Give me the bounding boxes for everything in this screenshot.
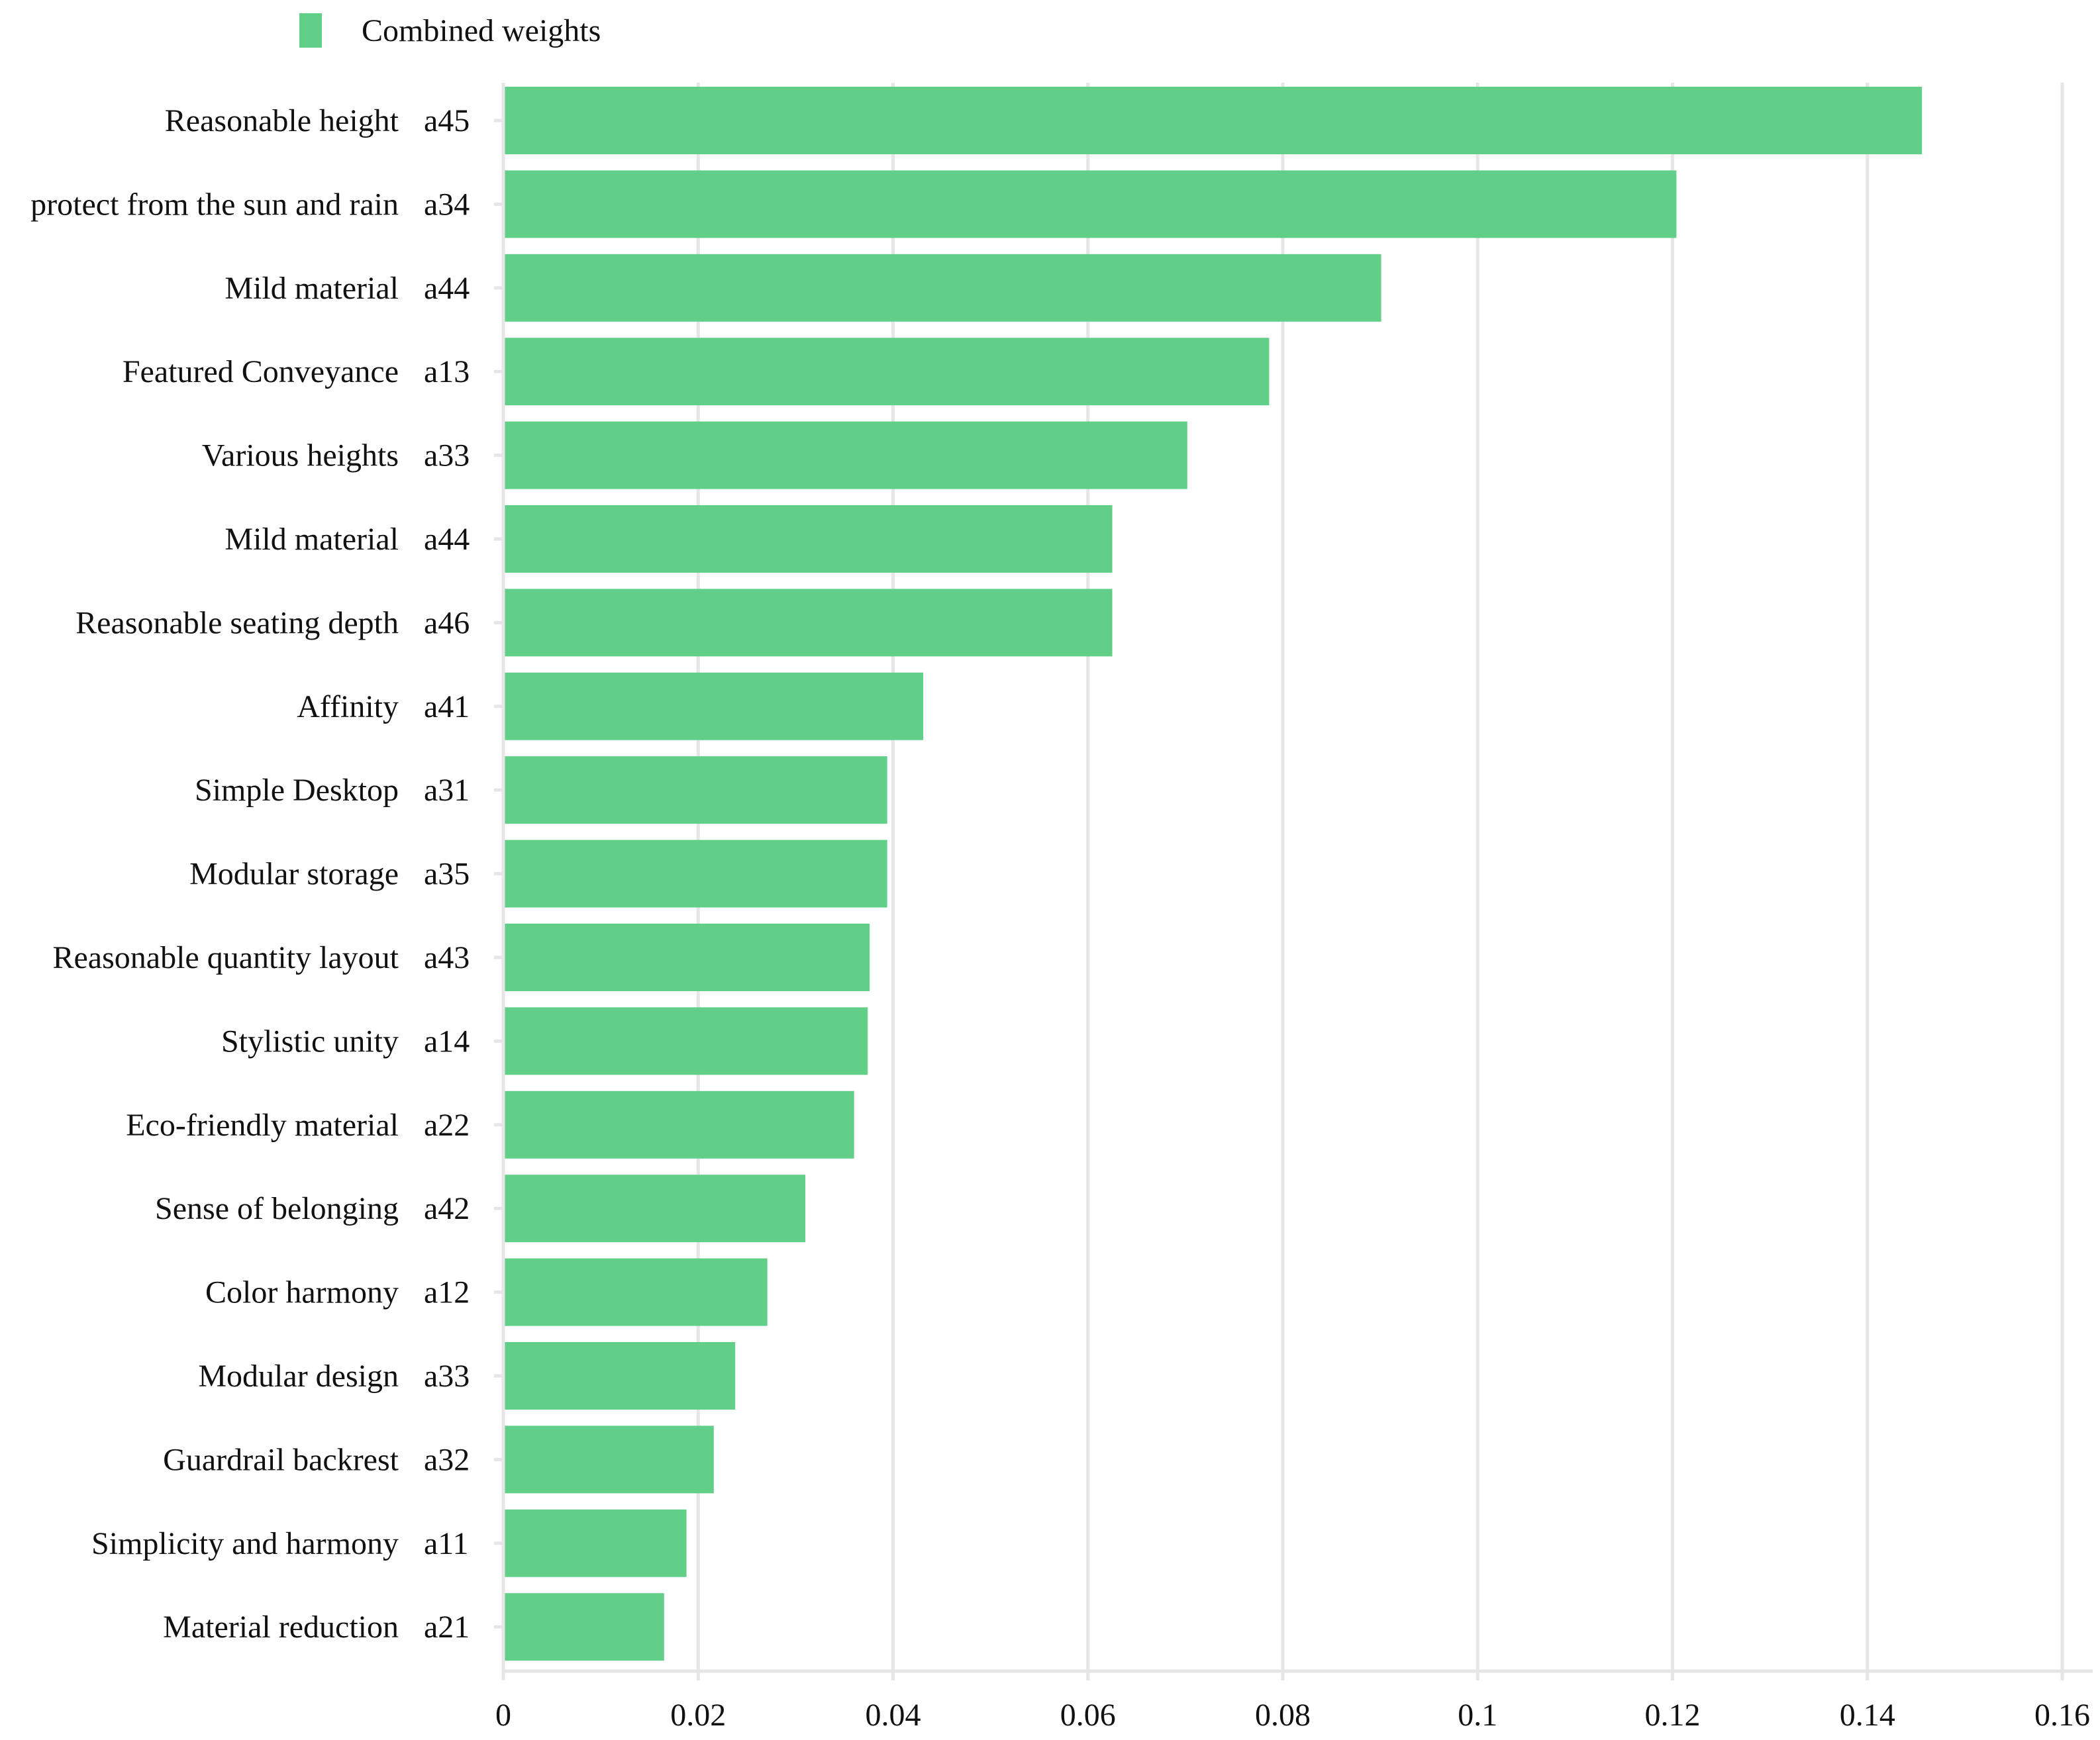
category-code: a44 [424,522,470,557]
x-tick-label: 0.06 [1060,1698,1116,1733]
x-tick-label: 0.12 [1645,1698,1701,1733]
x-tick-label: 0.02 [670,1698,726,1733]
bar [503,87,1923,154]
bar [503,672,924,740]
bar [503,1593,664,1661]
category-label: Sense of belonging [155,1191,399,1226]
category-label: Affinity [297,689,399,724]
x-tick-label: 0.04 [866,1698,921,1733]
category-label: Featured Conveyance [123,354,399,389]
bar [503,1342,736,1410]
category-label: Stylistic unity [221,1024,399,1059]
category-label: Various heights [202,438,399,473]
category-code: a41 [424,689,470,724]
category-code: a13 [424,354,470,389]
bar [503,170,1677,238]
category-code: a33 [424,1359,470,1394]
category-code: a21 [424,1610,470,1645]
x-tick-label: 0.08 [1255,1698,1311,1733]
category-code: a12 [424,1275,470,1310]
category-label: Modular storage [189,857,399,892]
category-code: a31 [424,773,470,808]
bar [503,1175,806,1243]
bar [503,1426,714,1494]
category-label: Reasonable height [165,103,399,138]
y-axis-labels: Reasonable height a45 protect from the sun… [30,103,503,1645]
category-code: a35 [424,857,470,892]
bar [503,338,1270,406]
bar [503,840,887,908]
category-label: Simple Desktop [195,773,399,808]
bar [503,589,1113,657]
x-tick-label: 0.14 [1840,1698,1895,1733]
x-tick-label: 0.1 [1458,1698,1497,1733]
category-label: protect from the sun and rain [30,187,399,222]
bar [503,254,1381,322]
bar [503,421,1187,489]
category-code: a44 [424,271,470,306]
category-code: a14 [424,1024,470,1059]
category-label: Material reduction [163,1610,399,1645]
x-tick-label: 0.16 [2034,1698,2090,1733]
category-code: a33 [424,438,470,473]
bar [503,1509,687,1577]
legend: Combined weights [299,13,601,48]
category-label: Simplicity and harmony [91,1526,399,1561]
bar [503,1090,854,1159]
bar [503,1007,868,1075]
category-code: a34 [424,187,470,222]
category-label: Modular design [198,1359,399,1394]
bars [503,87,1923,1661]
category-code: a46 [424,605,470,640]
bar [503,924,870,991]
category-label: Reasonable seating depth [75,605,399,640]
x-axis: 0 0.02 0.04 0.06 0.08 0.1 0.12 0.14 0.16 [495,83,2093,1733]
category-code: a42 [424,1191,470,1226]
legend-label: Combined weights [362,13,601,48]
category-label: Mild material [225,522,399,557]
category-label: Guardrail backrest [163,1442,399,1477]
category-code: a11 [424,1526,469,1561]
category-label: Eco-friendly material [126,1108,399,1143]
legend-swatch [299,13,322,48]
bar [503,505,1113,573]
category-label: Reasonable quantity layout [52,940,399,975]
bar [503,756,887,824]
category-label: Mild material [225,271,399,306]
category-code: a43 [424,940,470,975]
category-code: a22 [424,1108,470,1143]
x-tick-label: 0 [495,1698,511,1733]
category-label: Color harmony [205,1275,399,1310]
category-code: a32 [424,1442,470,1477]
bar [503,1258,768,1326]
category-code: a45 [424,103,470,138]
